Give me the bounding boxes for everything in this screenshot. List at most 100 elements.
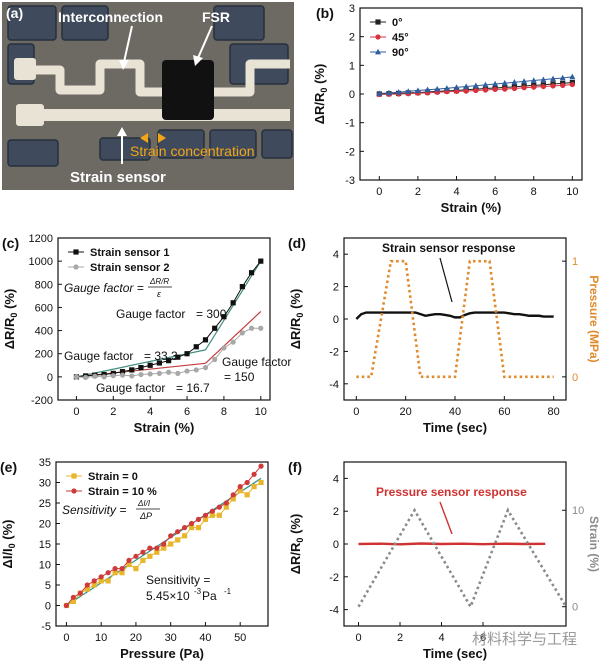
y-axis-label: ΔR/R0 (%) (2, 289, 19, 350)
y-axis-label-text: ΔR/R (312, 92, 327, 124)
legend-label: Strain sensor 2 (90, 262, 169, 274)
data-point-1 (166, 369, 172, 375)
data-point-1 (258, 463, 264, 469)
legend-marker (375, 19, 381, 25)
y-tick-label: -200 (31, 395, 53, 407)
data-point-2 (550, 75, 557, 82)
fsr-arrowhead (193, 55, 203, 66)
data-point-0 (244, 492, 250, 498)
data-point-1 (492, 86, 498, 93)
fit-line (204, 260, 262, 351)
x-axis-label: Time (sec) (423, 420, 487, 435)
data-point-1 (453, 88, 460, 95)
data-point-1 (92, 373, 98, 379)
x-tick-label: 4 (453, 186, 459, 198)
interconnection-label: Interconnection (58, 9, 163, 25)
data-point-1 (105, 570, 111, 576)
data-point-1 (202, 512, 209, 518)
data-point-1 (83, 374, 89, 381)
data-point-2 (530, 77, 537, 83)
fsr-arrow (197, 25, 213, 59)
legend-marker (71, 473, 77, 479)
data-point-0 (147, 553, 153, 559)
data-point-1 (188, 520, 195, 527)
data-point-1 (156, 370, 162, 376)
panel-e: 0 10 20 30 40 50 -5 0 5 10 15 20 25 30 35 Pressure (Pa)… (0, 457, 269, 661)
data-point-1 (502, 86, 508, 92)
sensitivity-formula-den: ΔP (139, 511, 152, 521)
strain-concentration-arrows (140, 133, 166, 143)
data-point-1 (161, 541, 167, 547)
data-point-1 (209, 508, 215, 514)
data-point-1 (216, 504, 222, 510)
data-point-1 (531, 84, 537, 90)
y-tick-label: 35 (39, 457, 51, 469)
gauge-factor-2-high-b: = 150 (224, 370, 255, 384)
data-point-0 (184, 351, 190, 357)
legend-marker (375, 48, 381, 55)
x-tick-label: 10 (255, 406, 267, 418)
y-tick-label: -2 (329, 346, 339, 358)
data-point-1 (230, 492, 236, 498)
data-point-0 (154, 549, 160, 555)
x-tick-label: 50 (234, 632, 246, 644)
legend-label: Strain sensor 1 (90, 247, 169, 259)
data-point-0 (202, 337, 209, 343)
data-point-2 (414, 87, 421, 93)
data-point-1 (73, 374, 80, 380)
series-line-0 (358, 542, 546, 546)
data-point-1 (84, 582, 90, 588)
gauge-factor-formula: Gauge factor = (64, 281, 144, 295)
fsr-label: FSR (202, 9, 230, 25)
data-point-0 (91, 582, 97, 588)
data-point-1 (237, 484, 243, 490)
data-point-0 (161, 545, 167, 551)
data-point-1 (223, 500, 229, 506)
data-point-1 (221, 345, 227, 351)
gauge-factor-1-low: Gauge factor (64, 349, 133, 363)
x-axis-label: Strain (%) (134, 420, 195, 435)
y-tick-label: 25 (39, 498, 51, 510)
y-axis-label-sub: 0 (7, 543, 17, 548)
data-point-1 (569, 81, 575, 88)
panel-tag: (b) (316, 5, 334, 21)
data-point-1 (521, 85, 527, 91)
y-tick-label: -5 (41, 621, 51, 633)
data-point-0 (193, 344, 199, 350)
x-tick-label: 2 (110, 406, 116, 418)
data-point-0 (70, 598, 76, 604)
y-tick-label: 20 (39, 519, 51, 531)
x-tick-label: 40 (199, 632, 211, 644)
data-point-1 (63, 602, 70, 609)
data-point-1 (540, 83, 546, 90)
data-point-0 (175, 354, 181, 360)
data-point-0 (251, 484, 257, 490)
y-tick-label: 800 (35, 279, 53, 291)
legend-label: Strain = 0 (88, 471, 138, 483)
strain-sensor-arrowhead (117, 127, 127, 136)
gauge-factor-1-low-value: = 33.3 (144, 349, 178, 363)
legend-label: Strain = 10 % (88, 486, 157, 498)
data-point-1 (230, 339, 236, 345)
x-axis-label: Strain (%) (441, 200, 502, 215)
y-axis-label: ΔR/R0 (%) (288, 289, 305, 350)
data-point-0 (133, 566, 139, 572)
data-point-0 (166, 358, 172, 364)
y-tick-label: 0 (333, 314, 339, 326)
y2-tick-label: 0 (572, 602, 578, 614)
y-axis-label-sub: 0 (295, 313, 305, 318)
data-point-2 (453, 84, 460, 90)
x-tick-label: 0 (353, 406, 359, 418)
data-point-2 (443, 85, 450, 91)
data-point-1 (140, 549, 146, 555)
gauge-factor-2-high-a: Gauge factor (222, 355, 291, 369)
data-point-0 (181, 533, 188, 539)
data-point-1 (473, 87, 479, 94)
y-tick-label: 4 (333, 473, 339, 485)
data-point-1 (112, 566, 118, 572)
legend-marker (73, 264, 79, 270)
x-tick-label: 4 (147, 406, 153, 418)
data-point-0 (119, 369, 126, 375)
data-point-2 (385, 89, 392, 96)
